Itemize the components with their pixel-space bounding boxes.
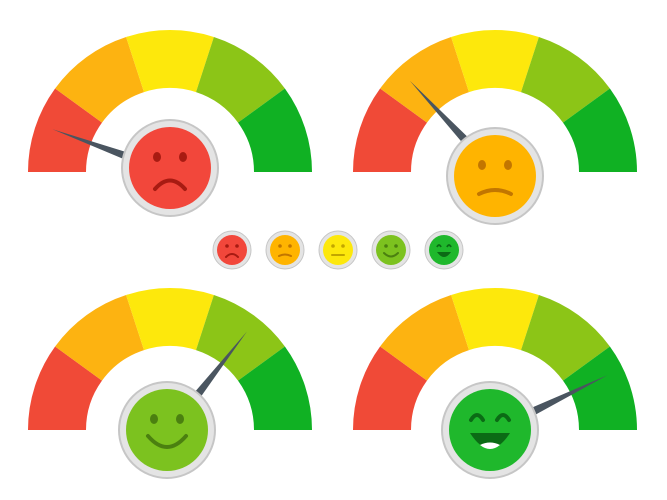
mouth xyxy=(470,433,510,449)
face-scale xyxy=(212,230,464,270)
eye xyxy=(153,152,161,162)
eye xyxy=(331,244,335,248)
eye xyxy=(176,414,184,424)
face xyxy=(129,127,211,209)
gauge-very-happy xyxy=(353,288,637,479)
face xyxy=(270,235,300,265)
face xyxy=(126,389,208,471)
eye xyxy=(504,160,512,170)
eye xyxy=(436,244,442,248)
eye xyxy=(478,160,486,170)
mouth xyxy=(437,252,451,257)
mouth xyxy=(477,188,513,196)
face xyxy=(429,235,459,265)
small-face-unhappy xyxy=(265,230,305,270)
small-face-very-happy xyxy=(424,230,464,270)
small-face-happy xyxy=(371,230,411,270)
eye xyxy=(394,244,398,248)
eye xyxy=(384,244,388,248)
gauge-happy xyxy=(28,288,312,479)
eye xyxy=(469,413,485,422)
mouth xyxy=(146,434,188,449)
eye xyxy=(179,152,187,162)
eye xyxy=(225,244,229,248)
tongue-highlight xyxy=(480,442,500,449)
eye xyxy=(495,413,511,422)
eye xyxy=(446,244,452,248)
eye xyxy=(150,414,158,424)
gauge-unhappy xyxy=(353,30,637,225)
face xyxy=(376,235,406,265)
face xyxy=(217,235,247,265)
small-face-sad xyxy=(212,230,252,270)
eye xyxy=(278,244,282,248)
face xyxy=(454,135,536,217)
eye xyxy=(235,244,239,248)
small-face-neutral xyxy=(318,230,358,270)
mouth xyxy=(278,253,292,257)
mouth xyxy=(153,178,187,191)
mouth xyxy=(383,252,399,258)
eye xyxy=(288,244,292,248)
face xyxy=(449,389,531,471)
mouth xyxy=(225,253,239,258)
gauge-sad xyxy=(28,30,312,217)
eye xyxy=(341,244,345,248)
face xyxy=(323,235,353,265)
